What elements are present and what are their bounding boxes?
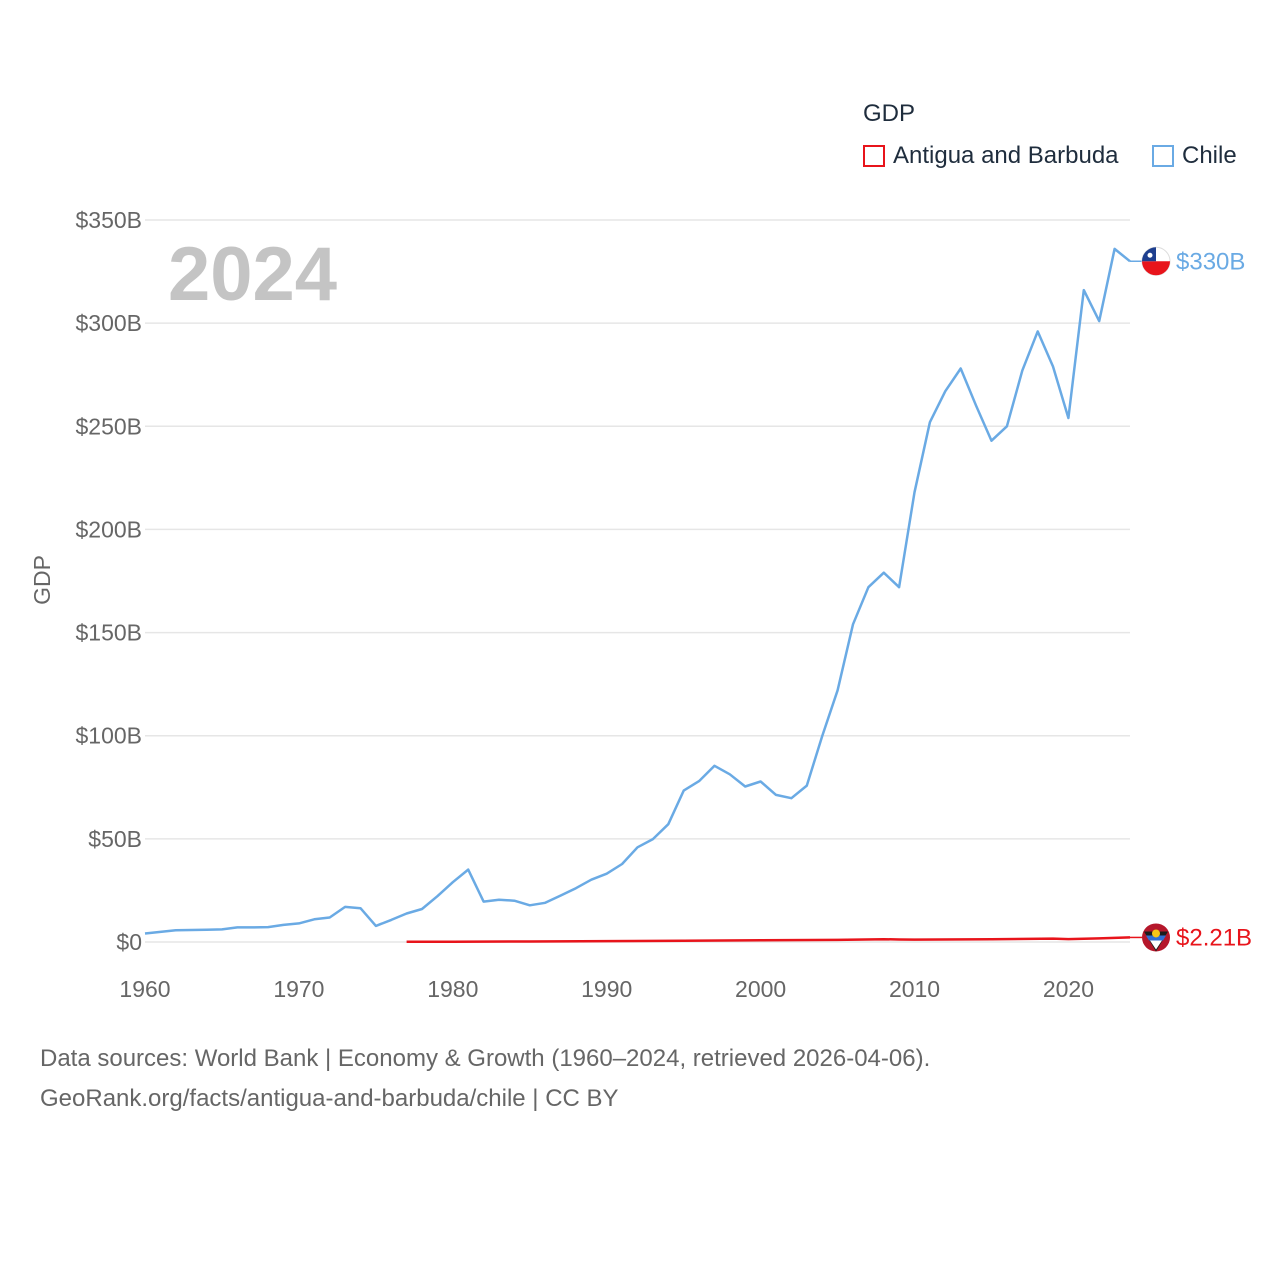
legend-label-chile: Chile — [1182, 142, 1237, 169]
footer-sources: Data sources: World Bank | Economy & Gro… — [40, 1045, 931, 1072]
legend-item-antigua[interactable]: Antigua and Barbuda — [863, 142, 1119, 170]
x-axis-ticks: 1960 1970 1980 1990 2000 2010 2020 — [119, 976, 1094, 1002]
y-tick-label: $300B — [75, 310, 142, 336]
x-tick-label: 1980 — [427, 976, 478, 1002]
flag-icon-chile — [1141, 246, 1171, 276]
y-tick-label: $250B — [75, 413, 142, 439]
y-tick-label: $0 — [116, 929, 142, 955]
x-tick-label: 2000 — [735, 976, 786, 1002]
x-tick-label: 1970 — [273, 976, 324, 1002]
y-tick-label: $50B — [88, 826, 142, 852]
gridlines — [145, 219, 1130, 943]
legend-swatch-chile — [1152, 145, 1174, 167]
series-line-chile — [144, 247, 1131, 935]
legend-item-chile[interactable]: Chile — [1152, 142, 1237, 170]
end-value-label-antigua-and-barbuda: $2.21B — [1176, 924, 1252, 951]
y-axis-label: GDP — [29, 555, 55, 605]
x-tick-label: 1960 — [119, 976, 170, 1002]
legend-label-antigua: Antigua and Barbuda — [893, 142, 1119, 169]
flag-icon-antigua-and-barbuda — [1142, 923, 1170, 952]
y-tick-label: $100B — [75, 723, 142, 749]
series-end-markers: $330B $2.21B — [1130, 246, 1252, 952]
series-line-antigua-and-barbuda — [406, 936, 1131, 944]
y-axis-ticks: $0 $50B $100B $150B $200B $250B $300B $350B — [75, 207, 142, 955]
y-tick-label: $350B — [75, 207, 142, 233]
legend-title: GDP — [863, 100, 916, 127]
x-tick-label: 2010 — [889, 976, 940, 1002]
end-value-label-chile: $330B — [1176, 248, 1245, 275]
y-tick-label: $150B — [75, 620, 142, 646]
year-overlay-label: 2024 — [168, 232, 337, 317]
footer-attribution: GeoRank.org/facts/antigua-and-barbuda/ch… — [40, 1085, 619, 1112]
x-tick-label: 1990 — [581, 976, 632, 1002]
legend-swatch-antigua — [863, 145, 885, 167]
series-lines — [144, 247, 1131, 944]
x-tick-label: 2020 — [1043, 976, 1094, 1002]
y-tick-label: $200B — [75, 516, 142, 542]
